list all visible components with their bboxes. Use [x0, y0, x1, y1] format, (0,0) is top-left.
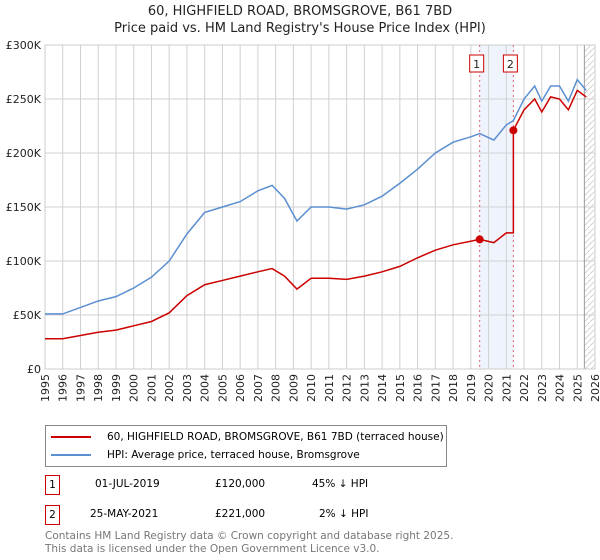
x-tick-label: 2025 [571, 374, 584, 402]
legend-swatch [51, 454, 91, 456]
sale-date: 25-MAY-2021 [90, 508, 159, 520]
x-tick-label: 1996 [57, 374, 70, 402]
x-tick-label: 2017 [429, 374, 442, 402]
footer-line: This data is licensed under the Open Gov… [45, 543, 380, 555]
x-tick-label: 2024 [554, 374, 567, 402]
y-tick-label: £250K [6, 93, 42, 106]
sale-row: 1 01-JUL-2019 £120,000 45% ↓ HPI [45, 475, 445, 495]
x-tick-label: 2021 [500, 374, 513, 402]
x-tick-label: 2015 [394, 374, 407, 402]
sale-price: £221,000 [215, 508, 266, 520]
sale-marker-box [502, 54, 518, 73]
x-tick-label: 2019 [465, 374, 478, 402]
y-tick-label: £100K [6, 255, 42, 268]
legend-swatch [51, 436, 91, 438]
y-tick-label: £200K [6, 147, 42, 160]
sale-marker-label: 2 [507, 58, 514, 71]
legend: 60, HIGHFIELD ROAD, BROMSGROVE, B61 7BD … [45, 425, 447, 467]
legend-label: 60, HIGHFIELD ROAD, BROMSGROVE, B61 7BD … [107, 431, 444, 443]
footer: Contains HM Land Registry data © Crown c… [45, 530, 453, 556]
x-tick-label: 2005 [216, 374, 229, 402]
sale-point [509, 126, 518, 135]
sale-delta: 45% ↓ HPI [312, 478, 369, 490]
x-tick-label: 2001 [145, 374, 158, 402]
plot-border [44, 44, 596, 370]
x-tick-label: 2002 [163, 374, 176, 402]
x-tick-label: 1997 [74, 374, 87, 402]
x-tick-label: 2000 [128, 374, 141, 402]
legend-item-property: 60, HIGHFIELD ROAD, BROMSGROVE, B61 7BD … [51, 429, 444, 445]
sale-marker-box [469, 54, 485, 73]
y-tick-label: £300K [6, 39, 42, 52]
plot-area: 1995 1996 1997 1998 1999 2000 2001 2002 2003 2004… [6, 39, 600, 402]
x-tick-label: 2012 [341, 374, 354, 402]
chart-title: 60, HIGHFIELD ROAD, BROMSGROVE, B61 7BD [147, 4, 453, 19]
x-tick-label: 2007 [252, 374, 265, 402]
x-tick-label: 2008 [270, 374, 283, 402]
x-tick-label: 2022 [518, 374, 531, 402]
sale-marker-label: 1 [473, 58, 480, 71]
x-tick-label: 2013 [358, 374, 371, 402]
x-tick-label: 2014 [376, 374, 389, 402]
property-price-line [45, 89, 587, 340]
y-tick-label: £50K [13, 309, 42, 322]
sale-point [475, 235, 484, 244]
sale-delta: 2% ↓ HPI [319, 508, 369, 520]
x-tick-label: 2010 [305, 374, 318, 402]
chart-subtitle: Price paid vs. HM Land Registry's House … [114, 21, 486, 36]
x-tick-label: 2003 [181, 374, 194, 402]
x-tick-label: 2004 [199, 374, 212, 402]
x-tick-label: 2018 [447, 374, 460, 402]
x-tick-label: 2006 [234, 374, 247, 402]
x-tick-label: 2009 [287, 374, 300, 402]
x-tick-label: 1998 [92, 374, 105, 402]
sale-row: 2 25-MAY-2021 £221,000 2% ↓ HPI [45, 505, 445, 525]
sale-price: £120,000 [215, 478, 266, 490]
x-tick-label: 2023 [536, 374, 549, 402]
y-tick-label: £0 [27, 363, 41, 376]
sale-date: 01-JUL-2019 [95, 478, 160, 490]
sale-badge: 1 [45, 475, 60, 495]
x-tick-label: 2020 [483, 374, 496, 402]
legend-label: HPI: Average price, terraced house, Brom… [107, 449, 360, 461]
x-tick-label: 2011 [323, 374, 336, 402]
legend-item-hpi: HPI: Average price, terraced house, Brom… [51, 447, 360, 463]
hpi-line [45, 78, 587, 315]
footer-line: Contains HM Land Registry data © Crown c… [45, 530, 454, 542]
x-tick-label: 2026 [589, 374, 600, 402]
x-tick-label: 1995 [39, 374, 52, 402]
y-tick-label: £150K [6, 201, 42, 214]
sale-badge: 2 [45, 505, 60, 525]
x-tick-label: 1999 [110, 374, 123, 402]
x-tick-label: 2016 [412, 374, 425, 402]
